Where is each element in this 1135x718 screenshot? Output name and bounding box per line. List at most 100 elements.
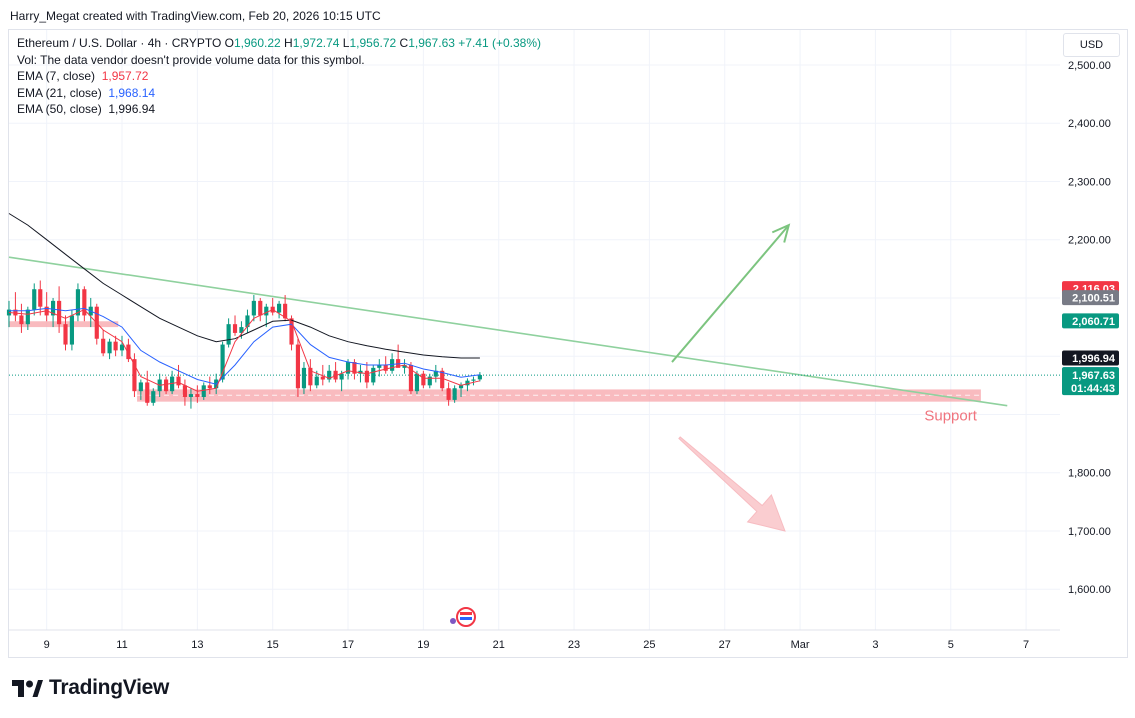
candles: [6, 280, 482, 409]
candle-body: [69, 315, 74, 345]
open-label: O: [224, 36, 234, 50]
time-tick-label: 5: [948, 639, 954, 651]
time-tick-label: 3: [872, 639, 878, 651]
ema7-line: [8, 308, 481, 392]
bullish-arrow-shaft: [671, 224, 790, 363]
candle-body: [364, 370, 369, 383]
flag-icon[interactable]: [450, 607, 476, 627]
candle-body: [371, 367, 376, 383]
candle-body: [427, 376, 432, 386]
candle-body: [101, 338, 106, 354]
candle-body: [25, 309, 30, 325]
legend-symbol-row: Ethereum / U.S. Dollar · 4h · CRYPTO O1,…: [17, 35, 541, 52]
time-tick-label: 11: [116, 639, 127, 651]
price-tick-label: 2,200.00: [1068, 235, 1111, 247]
currency-button[interactable]: USD: [1063, 33, 1120, 57]
candle-body: [226, 324, 231, 345]
candle-body: [32, 289, 37, 310]
bullish-arrow-head: [771, 223, 791, 243]
low-label: L: [342, 36, 350, 50]
high-label: H: [284, 36, 293, 50]
candle-body: [50, 300, 56, 316]
last-price-tag-label: 1,967.63: [1072, 370, 1115, 382]
candle-body: [151, 391, 156, 403]
candle-body: [414, 373, 420, 392]
support-label: Support: [924, 408, 977, 425]
candle-body: [308, 367, 313, 386]
candle-body: [182, 385, 188, 397]
legend-ema50[interactable]: EMA (50, close) 1,996.94: [17, 101, 541, 118]
candle-body: [188, 394, 194, 397]
time-tick-label: 21: [493, 639, 505, 651]
candle-body: [138, 382, 143, 392]
price-tags: 2,116.032,100.512,060.711,996.941,968.14…: [1062, 281, 1119, 396]
time-tick-label: 23: [568, 639, 580, 651]
candle-body: [345, 362, 351, 374]
candle-body: [195, 394, 200, 397]
time-tick-label: Mar: [791, 639, 810, 651]
close-label: C: [399, 36, 409, 50]
candle-body: [258, 300, 263, 316]
chart-attribution: Harry_Megat created with TradingView.com…: [10, 9, 381, 23]
high-value: 1,972.74: [292, 36, 340, 50]
candle-body: [301, 367, 307, 389]
bearish-arrow: [678, 436, 786, 532]
candle-body: [201, 385, 206, 397]
candle-body: [390, 359, 395, 371]
time-axis[interactable]: 9 11 13 15 17 19 21 23 25 27 Mar 3 5 7: [44, 639, 1030, 651]
candle-body: [289, 318, 294, 345]
candle-body: [295, 344, 301, 389]
price-tag-label: 1,996.94: [1072, 353, 1116, 365]
candle-body: [421, 373, 426, 386]
candle-body: [245, 315, 250, 328]
bar-countdown-label: 01:44:43: [1071, 383, 1115, 395]
price-axis[interactable]: 2,500.00 2,400.00 2,300.00 2,200.00 1,800.00…: [1060, 30, 1126, 630]
open-value: 1,960.22: [233, 36, 281, 50]
time-tick-label: 17: [342, 639, 354, 651]
ema50-value: 1,996.94: [108, 102, 156, 116]
candle-body: [119, 344, 125, 351]
candle-body: [440, 370, 445, 389]
candle-body: [383, 364, 388, 371]
candle-body: [220, 344, 225, 380]
ema50-line: [8, 213, 480, 359]
legend-ema21[interactable]: EMA (21, close) 1,968.14: [17, 85, 541, 102]
candle-body: [339, 373, 344, 380]
tradingview-wordmark: TradingView: [49, 676, 170, 699]
candle-body: [19, 315, 24, 325]
price-tick-label: 1,800.00: [1068, 468, 1111, 480]
support-zone: [137, 389, 981, 402]
low-value: 1,956.72: [349, 36, 397, 50]
candle-body: [314, 376, 319, 386]
time-tick-label: 9: [44, 639, 50, 651]
symbol-title[interactable]: Ethereum / U.S. Dollar · 4h · CRYPTO: [17, 36, 222, 50]
ema7-label: EMA (7, close): [17, 69, 96, 83]
candle-body: [251, 300, 256, 316]
candle-body: [75, 289, 81, 316]
price-tick-label: 1,700.00: [1068, 526, 1111, 538]
volume-note: Vol: The data vendor doesn't provide vol…: [17, 52, 365, 67]
legend-ema7[interactable]: EMA (7, close) 1,957.72: [17, 68, 541, 85]
candle-body: [38, 289, 43, 307]
price-tick-label: 2,500.00: [1068, 60, 1111, 72]
candle-body: [232, 324, 238, 333]
candle-body: [377, 364, 382, 368]
tradingview-brand[interactable]: TradingView: [12, 676, 169, 700]
candle-body: [465, 380, 470, 386]
ema50-label: EMA (50, close): [17, 102, 102, 116]
ema-lines: [8, 213, 481, 392]
ema7-value: 1,957.72: [101, 69, 149, 83]
price-tick-label: 1,600.00: [1068, 584, 1111, 596]
time-tick-label: 15: [267, 639, 279, 651]
candle-body: [207, 385, 212, 389]
candle-body: [277, 303, 282, 313]
price-tag-label: 2,100.51: [1072, 293, 1115, 305]
candle-body: [107, 341, 112, 354]
candle-body: [446, 388, 451, 400]
candle-body: [452, 388, 457, 400]
candle-body: [327, 370, 332, 380]
candle-body: [333, 370, 338, 380]
candle-body: [458, 385, 464, 389]
chart-frame: [8, 29, 1128, 658]
